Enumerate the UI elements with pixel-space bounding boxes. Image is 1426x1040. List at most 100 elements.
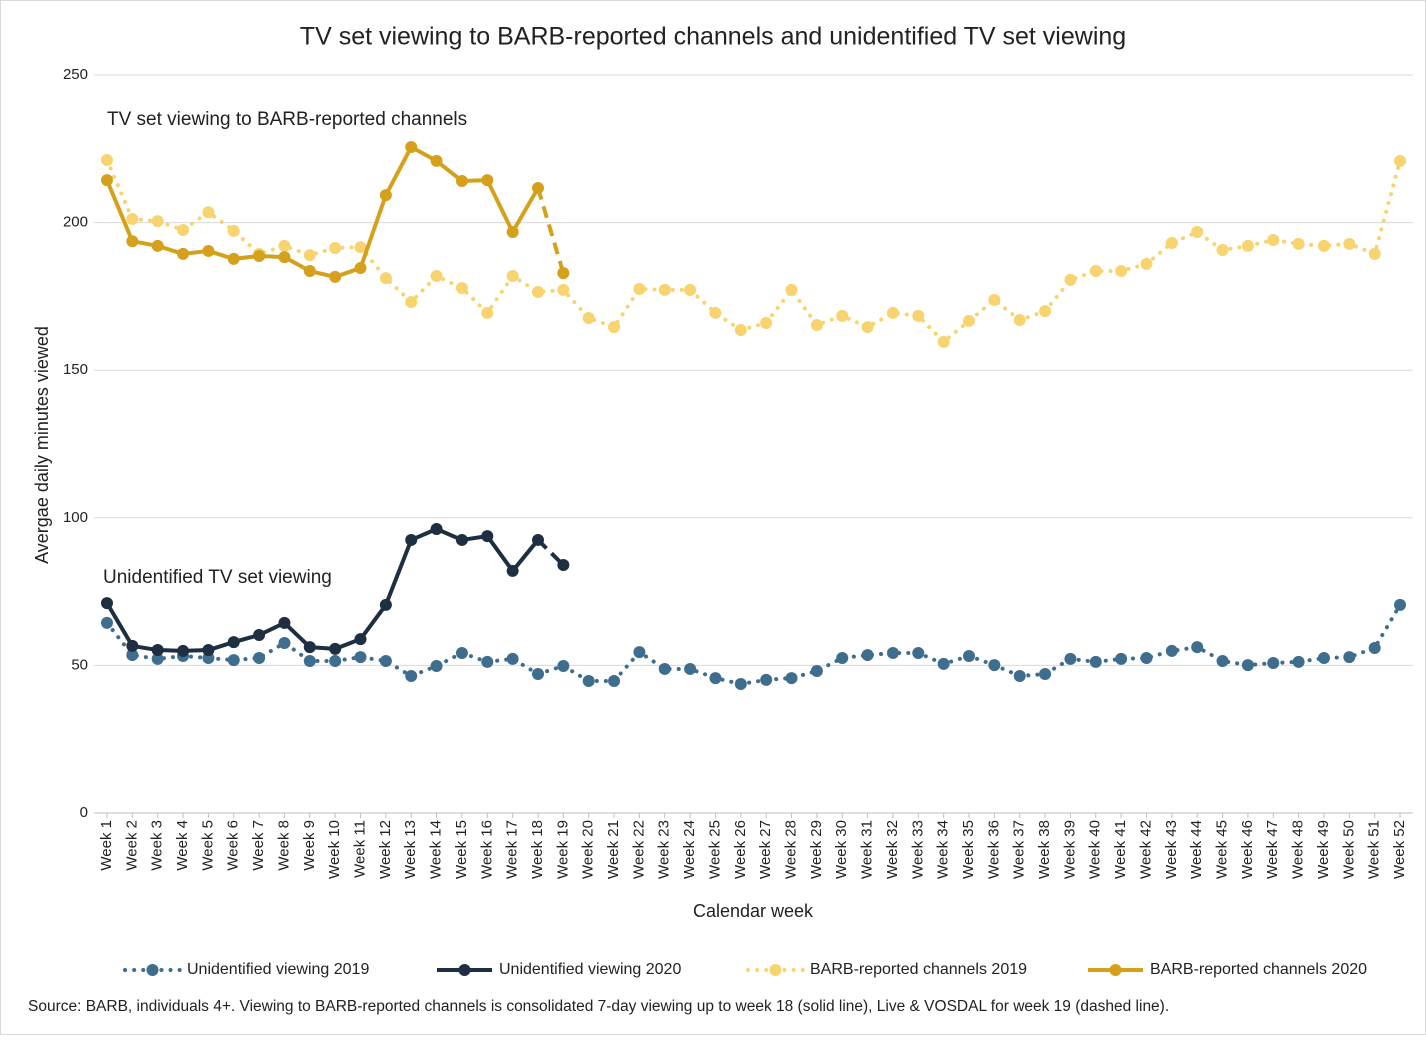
- legend-marker: [769, 964, 782, 976]
- legend-label: Unidentified viewing 2019: [187, 961, 369, 978]
- data-point: [126, 649, 139, 662]
- data-point: [506, 564, 519, 577]
- data-point: [684, 283, 697, 296]
- data-point: [1241, 239, 1254, 252]
- data-point: [430, 270, 443, 283]
- data-point: [227, 654, 240, 667]
- data-point: [455, 174, 468, 187]
- x-tick-label: Week 46: [1239, 820, 1256, 879]
- y-tick-label: 150: [63, 361, 88, 378]
- data-point: [278, 636, 291, 649]
- data-point: [861, 321, 874, 334]
- data-point: [531, 285, 544, 298]
- x-tick-label: Week 32: [884, 820, 901, 879]
- data-point: [506, 226, 519, 239]
- data-point: [100, 174, 113, 187]
- data-point: [608, 321, 621, 334]
- x-tick-label: Week 2: [123, 820, 140, 871]
- legend-label: BARB-reported channels 2019: [810, 961, 1027, 978]
- x-tick-label: Week 8: [275, 820, 292, 871]
- data-point: [1343, 237, 1356, 250]
- data-point: [405, 533, 418, 546]
- x-tick-label: Week 17: [504, 820, 521, 879]
- x-tick-label: Week 39: [1061, 820, 1078, 879]
- y-tick-label: 200: [63, 214, 88, 231]
- data-point: [785, 672, 798, 685]
- data-point: [354, 262, 367, 275]
- x-tick-label: Week 45: [1214, 820, 1231, 879]
- data-point: [481, 174, 494, 187]
- data-point: [379, 272, 392, 285]
- data-point: [278, 616, 291, 629]
- x-tick-label: Week 36: [985, 820, 1002, 879]
- x-tick-label: Week 25: [706, 820, 723, 879]
- x-tick-label: Week 50: [1340, 820, 1357, 879]
- data-point: [861, 649, 874, 662]
- data-point: [253, 628, 266, 641]
- series-line: [104, 602, 1403, 687]
- data-point: [202, 644, 215, 657]
- y-axis-title: Avergae daily minutes viewed: [32, 326, 52, 564]
- data-point: [557, 659, 570, 672]
- data-point: [1089, 655, 1102, 668]
- x-tick-label: Week 42: [1137, 820, 1154, 879]
- x-tick-label: Week 24: [681, 820, 698, 879]
- data-point: [886, 306, 899, 319]
- data-point: [633, 646, 646, 659]
- x-tick-label: Week 44: [1188, 820, 1205, 879]
- legend-marker: [1109, 964, 1122, 976]
- data-point: [734, 677, 747, 690]
- y-tick-label: 250: [63, 66, 88, 83]
- legend-label: BARB-reported channels 2020: [1150, 961, 1367, 978]
- data-point: [1064, 652, 1077, 665]
- data-point: [734, 324, 747, 337]
- data-point: [557, 559, 570, 572]
- y-tick-label: 50: [71, 656, 88, 673]
- data-point: [303, 654, 316, 667]
- data-point: [1039, 667, 1052, 680]
- data-point: [531, 182, 544, 195]
- data-point: [810, 319, 823, 332]
- data-point: [912, 647, 925, 660]
- data-point: [633, 283, 646, 296]
- data-point: [937, 335, 950, 348]
- data-point: [227, 636, 240, 649]
- data-point: [608, 675, 621, 688]
- x-tick-label: Week 14: [428, 820, 445, 879]
- data-point: [354, 241, 367, 254]
- x-tick-label: Week 12: [377, 820, 394, 879]
- data-point: [506, 270, 519, 283]
- data-point: [278, 251, 291, 264]
- data-point: [303, 249, 316, 262]
- x-axis-title: Calendar week: [693, 901, 814, 921]
- data-point: [1267, 657, 1280, 670]
- data-point: [405, 670, 418, 683]
- data-point: [760, 673, 773, 686]
- x-tick-label: Week 26: [732, 820, 749, 879]
- data-point: [1216, 654, 1229, 667]
- data-point: [785, 283, 798, 296]
- x-tick-label: Week 35: [960, 820, 977, 879]
- data-point: [1368, 247, 1381, 260]
- data-point: [329, 270, 342, 283]
- data-point: [430, 154, 443, 167]
- data-point: [202, 244, 215, 257]
- data-point: [253, 249, 266, 262]
- x-tick-label: Week 4: [174, 820, 191, 871]
- data-point: [937, 657, 950, 670]
- data-point: [988, 293, 1001, 306]
- data-point: [557, 267, 570, 280]
- x-tick-label: Week 31: [859, 820, 876, 879]
- x-tick-label: Week 20: [580, 820, 597, 879]
- x-tick-label: Week 23: [656, 820, 673, 879]
- x-tick-label: Week 19: [554, 820, 571, 879]
- data-point: [912, 309, 925, 322]
- x-tick-label: Week 18: [529, 820, 546, 879]
- annotation: Unidentified TV set viewing: [103, 567, 332, 588]
- data-point: [455, 282, 468, 295]
- x-tick-label: Week 7: [250, 820, 267, 871]
- x-tick-label: Week 6: [225, 820, 242, 871]
- data-point: [126, 639, 139, 652]
- data-point: [557, 283, 570, 296]
- data-point: [100, 597, 113, 610]
